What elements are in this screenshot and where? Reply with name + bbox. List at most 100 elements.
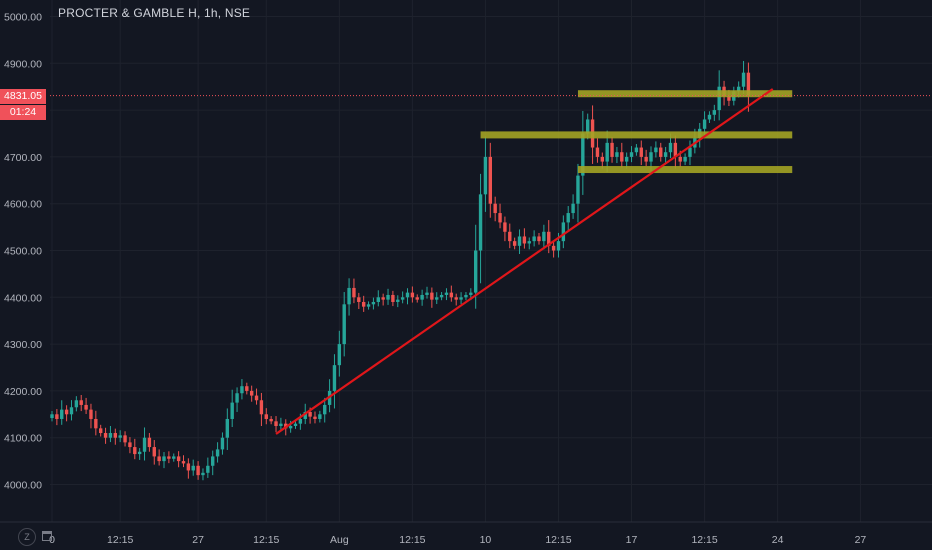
candle: [600, 152, 605, 169]
candle: [595, 138, 600, 163]
chart-title: PROCTER & GAMBLE H, 1h, NSE: [58, 6, 251, 20]
candle: [60, 400, 64, 425]
candle: [439, 292, 444, 301]
candle: [206, 457, 210, 478]
candle: [230, 389, 234, 428]
candle: [128, 437, 132, 454]
candle: [123, 431, 127, 447]
last-price-label: 4831.05: [0, 89, 46, 104]
x-tick-label: 12:15: [253, 534, 279, 546]
candle: [337, 330, 342, 377]
x-tick-label: 27: [192, 534, 204, 546]
x-tick-label: 12:15: [399, 534, 425, 546]
candle: [64, 405, 69, 422]
candle: [342, 292, 346, 357]
x-tick-label: 10: [480, 534, 492, 546]
candle: [498, 203, 502, 229]
candle: [361, 295, 366, 312]
candle: [396, 295, 400, 308]
x-tick-label: 17: [626, 534, 638, 546]
candle: [420, 289, 424, 306]
candle: [444, 288, 449, 301]
candle: [94, 410, 98, 436]
candle: [196, 461, 200, 480]
candle: [391, 290, 395, 307]
candle: [264, 408, 268, 425]
candle: [430, 287, 434, 308]
candle: [547, 220, 551, 254]
candle: [459, 292, 463, 305]
candle: [688, 140, 692, 166]
candle: [259, 392, 264, 426]
candle: [50, 411, 54, 422]
candle: [615, 146, 619, 164]
candle: [279, 417, 283, 430]
grid: [50, 0, 932, 522]
candle: [532, 230, 536, 247]
candle: [493, 196, 497, 222]
y-tick-label: 4200.00: [4, 386, 42, 398]
candle: [478, 173, 483, 284]
candle: [84, 397, 88, 415]
candle: [488, 142, 492, 218]
candle: [659, 142, 663, 162]
candle: [269, 416, 273, 425]
candle: [176, 451, 181, 468]
candle: [157, 449, 161, 466]
candle: [352, 278, 356, 304]
candle: [274, 416, 278, 433]
candle: [108, 426, 113, 443]
trendline[interactable]: [275, 88, 774, 435]
candle: [133, 438, 137, 460]
candle: [410, 286, 415, 303]
candle: [551, 241, 556, 258]
candle: [571, 194, 575, 219]
candle: [707, 111, 712, 123]
candle: [522, 228, 527, 249]
candle: [405, 288, 410, 305]
candle: [634, 144, 639, 156]
candle: [508, 223, 512, 249]
candle: [746, 62, 751, 112]
zone-band[interactable]: [480, 131, 793, 139]
zone-band[interactable]: [577, 166, 793, 174]
y-tick-label: 5000.00: [4, 12, 42, 24]
candle: [517, 229, 522, 255]
candle: [113, 428, 118, 445]
y-tick-label: 4100.00: [4, 433, 42, 445]
candle: [527, 237, 531, 250]
y-tick-label: 4500.00: [4, 246, 42, 258]
candle: [89, 403, 93, 429]
candle: [415, 294, 419, 303]
candle: [162, 452, 166, 469]
candle: [663, 146, 668, 164]
candle: [425, 286, 429, 299]
x-tick-label: 12:15: [545, 534, 571, 546]
candle: [201, 468, 205, 481]
candle: [142, 427, 147, 461]
candle: [683, 153, 687, 166]
candle: [454, 293, 458, 306]
zone-band[interactable]: [577, 90, 793, 98]
candle: [323, 397, 327, 423]
candle: [712, 104, 717, 121]
candle: [644, 149, 648, 166]
candle: [293, 420, 298, 429]
calendar-icon[interactable]: [42, 531, 52, 541]
candle: [741, 60, 746, 95]
candle: [254, 388, 259, 405]
candle: [137, 448, 142, 460]
candle: [79, 394, 83, 412]
candle: [371, 297, 376, 310]
x-tick-label: 24: [772, 534, 784, 546]
candle: [103, 427, 108, 444]
candle: [629, 146, 634, 163]
candle: [313, 411, 317, 424]
y-tick-label: 4600.00: [4, 199, 42, 211]
candle: [566, 206, 570, 231]
zoom-button[interactable]: Z: [18, 528, 36, 546]
candle: [245, 382, 249, 395]
x-tick-label: 27: [855, 534, 867, 546]
candle: [386, 288, 390, 305]
